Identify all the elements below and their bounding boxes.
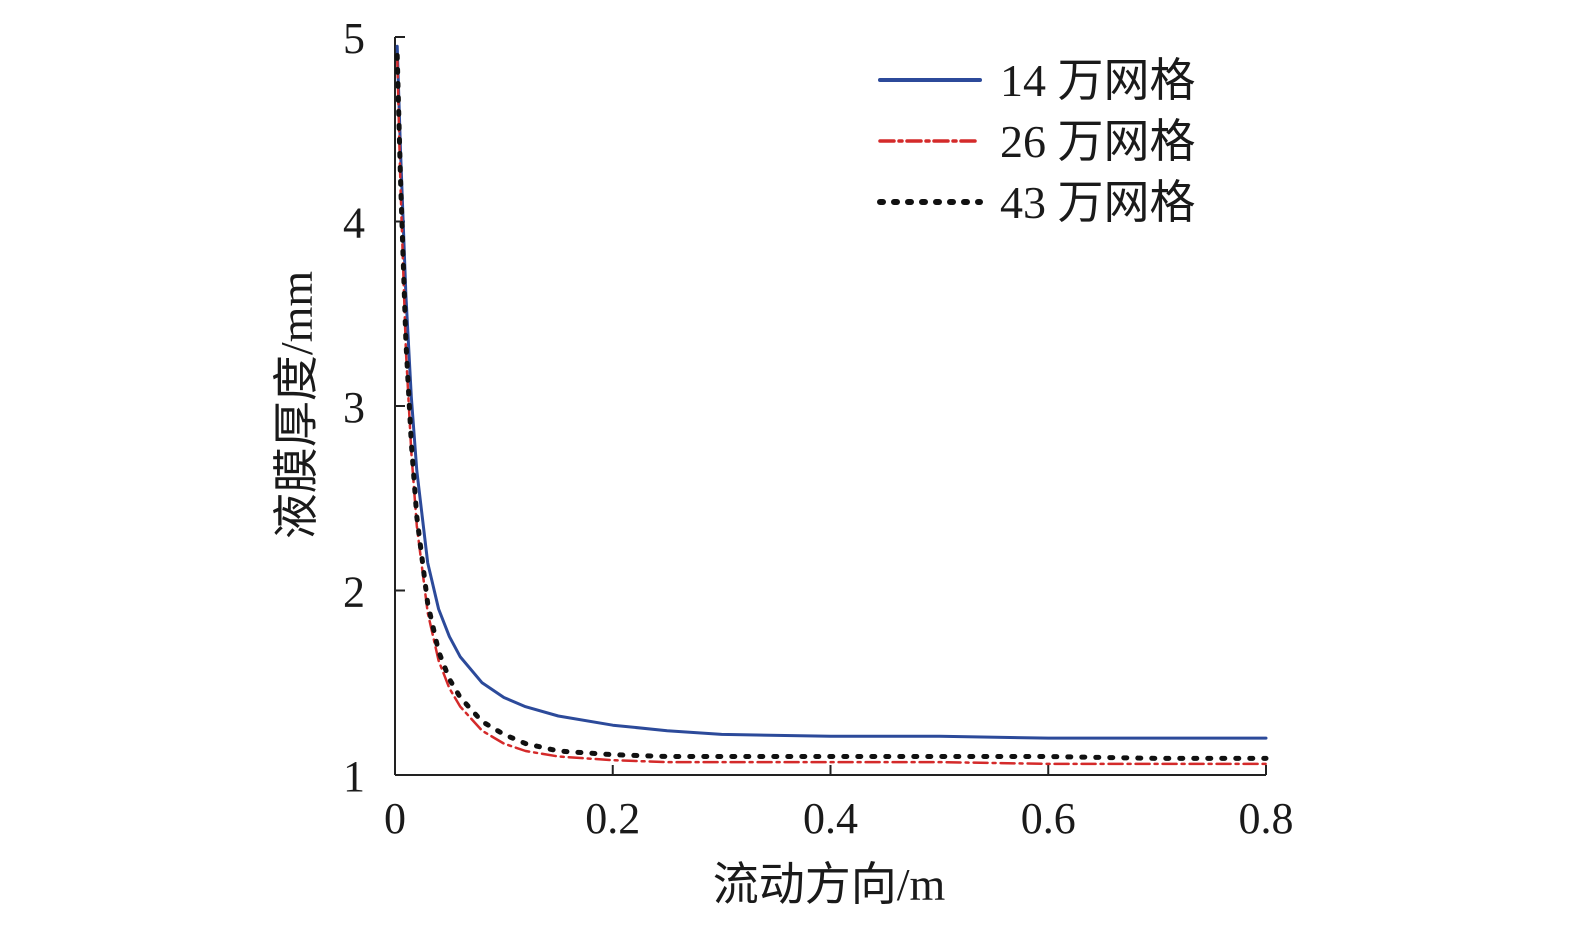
- series-line-3: [394, 52, 1269, 761]
- x-tick-label: 0.4: [803, 794, 858, 843]
- x-tick-label: 0.6: [1021, 794, 1076, 843]
- legend: 14 万网格 26 万网格 43 万网格: [877, 55, 1196, 228]
- legend-label-3: 43 万网格: [1000, 177, 1196, 228]
- x-tick-label: 0.8: [1239, 794, 1294, 843]
- x-tick-label: 0: [384, 794, 406, 843]
- series-line-1: [395, 44, 1268, 740]
- y-axis-title: 液膜厚度/mm: [271, 271, 322, 540]
- axes: 0 0.2 0.4 0.6 0.8 1 2 3 4 5: [343, 14, 1294, 843]
- x-axis-title: 流动方向/m: [713, 859, 946, 910]
- legend-label-1: 14 万网格: [1000, 55, 1196, 106]
- y-tick-label: 1: [343, 752, 365, 801]
- x-tick-label: 0.2: [585, 794, 640, 843]
- y-tick-label: 3: [343, 383, 365, 432]
- legend-label-2: 26 万网格: [1000, 116, 1196, 167]
- y-tick-label: 5: [343, 14, 365, 63]
- y-tick-label: 4: [343, 199, 365, 248]
- y-tick-label: 2: [343, 568, 365, 617]
- series-layer: [394, 44, 1269, 766]
- series-line-2: [395, 54, 1268, 766]
